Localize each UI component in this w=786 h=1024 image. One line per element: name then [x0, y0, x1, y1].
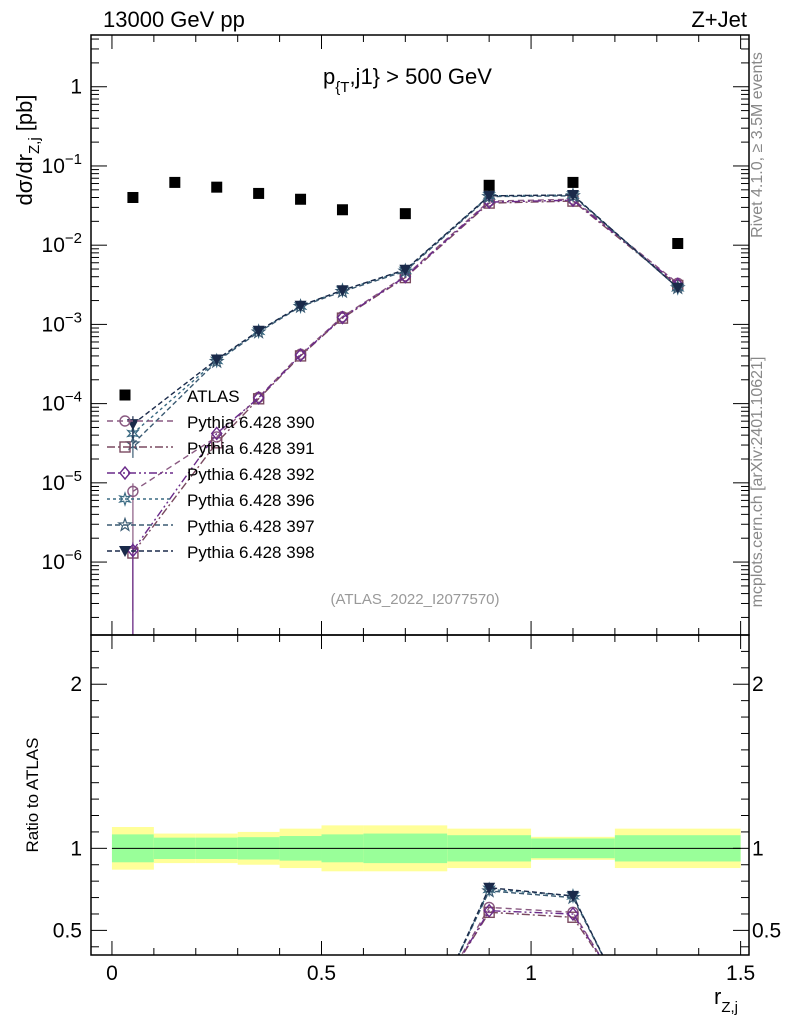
- ratio-y-tick-label: 2: [70, 673, 82, 696]
- atlas-data-point: [672, 238, 684, 250]
- legend-label: Pythia 6.428 390: [187, 413, 315, 432]
- legend-marker: [117, 516, 133, 532]
- analysis-label: (ATLAS_2022_I2077570): [330, 591, 499, 608]
- ratio-marker: [483, 882, 496, 894]
- series-marker: [336, 310, 349, 325]
- legend-marker: [119, 441, 131, 453]
- main-panel-content: [124, 176, 686, 635]
- header-process-label: Z+Jet: [691, 7, 747, 32]
- atlas-data-point: [169, 176, 181, 188]
- legend-label: Pythia 6.428 391: [187, 439, 315, 458]
- ratio-y-tick-label: 1: [70, 837, 82, 860]
- legend-marker: [118, 491, 132, 507]
- ratio-y-tick-label-right: 2: [752, 673, 764, 696]
- legend: ATLAS Pythia 6.428 390 Pythia 6.428 391 Pyt…: [107, 387, 315, 562]
- series-marker: [210, 354, 223, 366]
- axis-ticks: 0 0.5 1 1.5 10−6 10−5 10−4 10−3 10−2 10−1 1 0.5 0.5 1…: [42, 35, 781, 985]
- y-tick-label: 1: [70, 76, 82, 99]
- series-line: [132, 200, 679, 554]
- series-marker: [482, 187, 497, 204]
- chart-title: p{T,j1} > 500 GeV: [323, 64, 492, 96]
- ratio-panel-content: [111, 825, 741, 955]
- ratio-marker: [482, 881, 497, 898]
- series-marker: [566, 190, 579, 202]
- mcplots-reference-label: mcplots.cern.ch [arXiv:2401.10621]: [749, 357, 766, 608]
- ratio-y-tick-label-right: 0.5: [752, 919, 781, 942]
- x-tick-label: 0: [106, 962, 118, 985]
- series-marker: [566, 187, 580, 203]
- series-marker: [211, 437, 223, 449]
- legend-marker-atlas: [119, 389, 131, 401]
- x-tick-label: 0.5: [307, 962, 336, 985]
- x-tick-label: 1: [525, 962, 537, 985]
- y-tick-label: 10−1: [42, 151, 82, 178]
- legend-label: Pythia 6.428 398: [187, 543, 315, 562]
- ratio-marker: [567, 911, 579, 923]
- series-marker: [670, 279, 685, 296]
- series-marker: [399, 264, 412, 276]
- series-marker: [127, 485, 139, 498]
- atlas-data-point: [336, 204, 348, 216]
- legend-marker: [119, 415, 131, 427]
- series-marker: [252, 390, 265, 406]
- ratio-plot-frame: [90, 634, 750, 956]
- series-line: [132, 195, 679, 445]
- y-tick-label: 10−4: [42, 389, 82, 416]
- atlas-data-point: [483, 179, 495, 191]
- ratio-marker: [566, 887, 580, 904]
- atlas-data-point: [253, 187, 265, 199]
- ratio-series-line: [457, 886, 604, 955]
- series-marker: [335, 282, 350, 299]
- y-tick-label: 10−5: [42, 468, 82, 495]
- series-marker: [210, 426, 223, 441]
- y-axis-label: dσ/drZ,j [pb]: [12, 95, 43, 206]
- rivet-version-label: Rivet 4.1.0, ≥ 3.5M events: [749, 52, 766, 238]
- ratio-marker: [566, 890, 579, 902]
- ratio-marker: [483, 903, 496, 918]
- series-marker: [252, 325, 265, 337]
- legend-marker: [119, 546, 131, 557]
- ratio-series-line: [461, 909, 601, 955]
- ratio-marker: [567, 906, 579, 922]
- legend-label: Pythia 6.428 392: [187, 465, 315, 484]
- atlas-data-point: [127, 191, 139, 203]
- series-marker: [671, 282, 684, 294]
- atlas-data-point: [295, 193, 307, 205]
- ratio-y-axis-label: Ratio to ATLAS: [23, 738, 42, 853]
- ratio-y-tick-label-right: 1: [752, 837, 764, 860]
- series-marker: [336, 285, 349, 297]
- atlas-data-point: [567, 176, 579, 188]
- legend-label-atlas: ATLAS: [187, 387, 240, 406]
- legend-marker: [119, 465, 131, 481]
- ratio-y-tick-label: 0.5: [53, 919, 82, 942]
- header-energy-label: 13000 GeV pp: [103, 7, 245, 32]
- y-tick-label: 10−6: [42, 547, 82, 574]
- series-marker: [294, 347, 307, 363]
- legend-label: Pythia 6.428 397: [187, 517, 315, 536]
- series-marker: [294, 300, 307, 312]
- y-tick-label: 10−2: [42, 230, 82, 257]
- ratio-series-line: [460, 906, 601, 955]
- ratio-series-line: [461, 911, 600, 955]
- atlas-data-point: [399, 208, 411, 220]
- y-tick-label: 10−3: [42, 309, 82, 336]
- atlas-data-point: [211, 181, 223, 193]
- x-axis-label: rZ,j: [714, 984, 738, 1016]
- series-marker: [483, 190, 496, 202]
- x-tick-label: 1.5: [726, 962, 755, 985]
- series-line: [132, 198, 679, 492]
- series-marker: [398, 262, 413, 279]
- legend-label: Pythia 6.428 396: [187, 491, 315, 510]
- series-line: [132, 199, 679, 551]
